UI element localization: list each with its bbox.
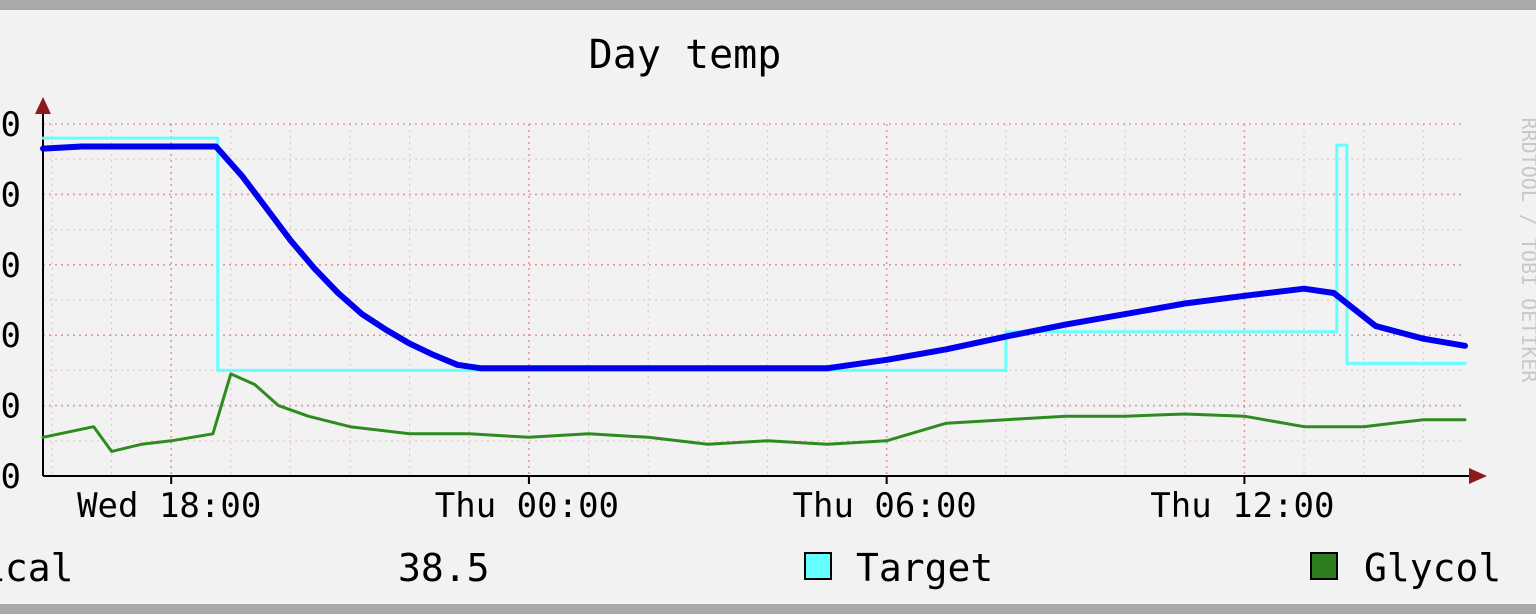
legend-swatch-glycol (1310, 552, 1338, 580)
bottom-frame-bar (0, 604, 1536, 614)
legend-value-ical: 38.5 (398, 546, 490, 590)
y-axis-arrow-icon (35, 97, 51, 114)
x-tick-label: Thu 00:00 (435, 486, 619, 526)
legend-label-ical: ical (0, 546, 74, 590)
y-axis-ticks: 0 0 0 0 0 0 (1, 105, 21, 497)
y-tick-label: 0 (1, 457, 21, 497)
x-axis-arrow-icon (1469, 468, 1487, 484)
chart-title: Day temp (589, 32, 782, 78)
x-tick-label: Thu 06:00 (793, 486, 977, 526)
watermark: RRDTOOL / TOBI OETIKER (1517, 118, 1536, 384)
grid (43, 123, 1465, 476)
x-tick-label: Wed 18:00 (77, 486, 261, 526)
x-tick-label: Thu 12:00 (1150, 486, 1334, 526)
series-line-glycol (41, 372, 1467, 453)
y-tick-label: 0 (1, 175, 21, 215)
series-line-ical (40, 143, 1468, 372)
y-tick-label: 0 (1, 316, 21, 356)
y-tick-label: 0 (1, 105, 21, 145)
series-group (40, 136, 1468, 453)
legend-label-glycol: Glycol (1364, 546, 1501, 590)
x-axis-ticks: Wed 18:00 Thu 00:00 Thu 06:00 Thu 12:00 (77, 476, 1335, 526)
legend-label-target: Target (856, 546, 993, 590)
top-frame-bar (0, 0, 1536, 10)
series-line-target (41, 136, 1467, 372)
y-tick-label: 0 (1, 246, 21, 286)
legend: ical 38.5 Target Glycol (0, 546, 1501, 590)
y-tick-label: 0 (1, 387, 21, 427)
axes (35, 97, 1487, 484)
legend-swatch-target (804, 552, 832, 580)
